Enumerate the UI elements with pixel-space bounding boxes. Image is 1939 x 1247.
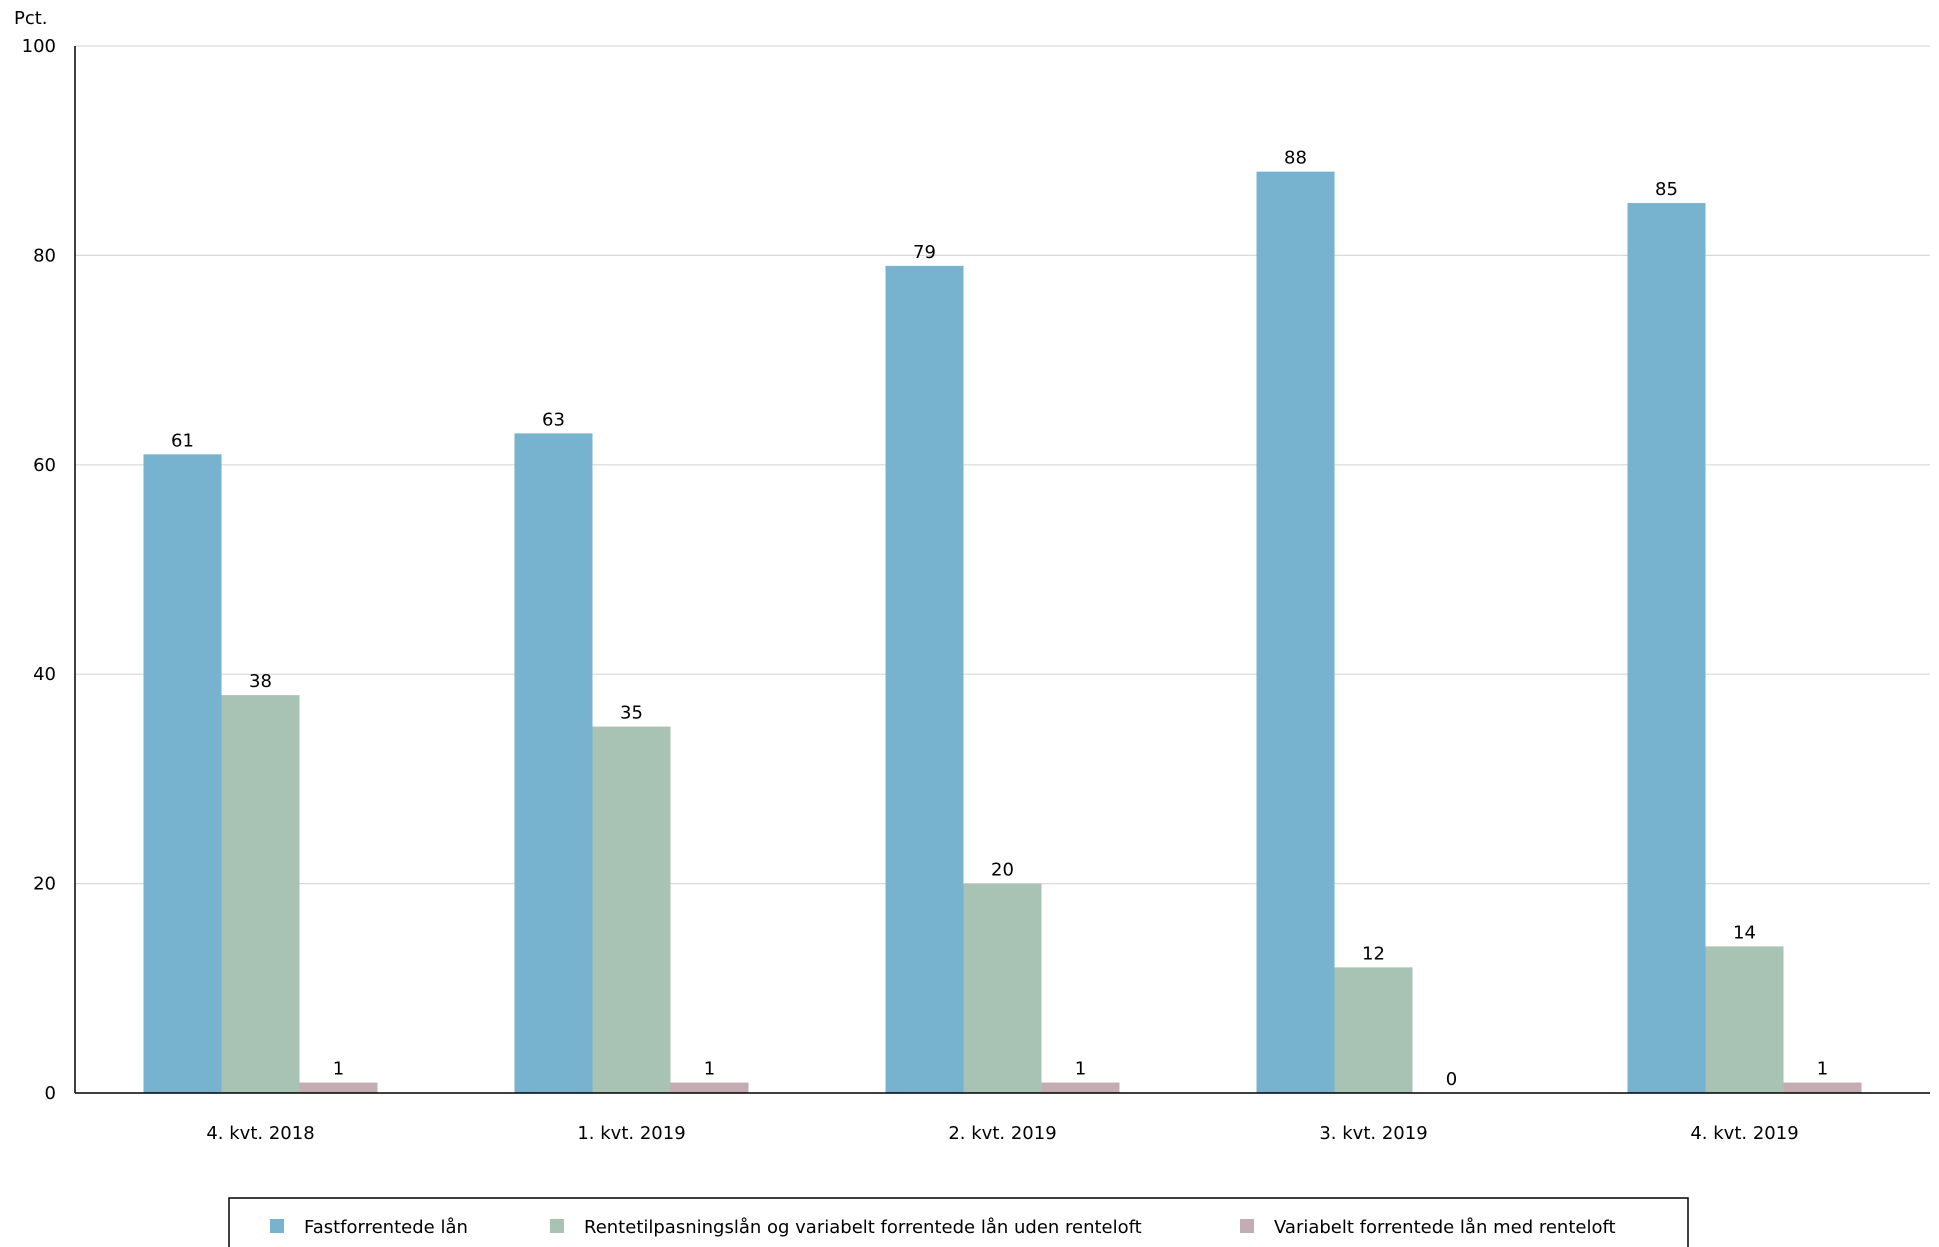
y-tick-label: 60 [33,455,56,476]
bar [299,1082,378,1093]
x-tick-label: 4. kvt. 2019 [1690,1123,1798,1144]
data-label: 14 [1733,922,1756,943]
y-unit-label: Pct. [14,8,48,29]
x-tick-label: 3. kvt. 2019 [1319,1123,1427,1144]
data-label: 38 [249,671,272,692]
data-label: 85 [1655,179,1678,200]
legend-box [228,1197,1689,1247]
y-axis-ticks: 0 20 40 60 80 100 [22,36,56,1104]
data-label: 20 [991,860,1014,881]
data-label: 1 [333,1059,344,1080]
legend: Fastforrentede lån Rentetilpasningslån og… [228,1197,1689,1247]
bar [885,265,964,1093]
y-tick-label: 100 [22,36,56,57]
legend-swatch [270,1219,284,1233]
data-label: 61 [171,430,194,451]
data-label: 79 [913,242,936,263]
y-tick-label: 80 [33,245,56,266]
legend-label: Variabelt forrentede lån med renteloft [1274,1217,1616,1238]
x-axis-ticks: 4. kvt. 2018 1. kvt. 2019 2. kvt. 2019 3. k… [206,1123,1798,1144]
legend-label: Fastforrentede lån [304,1217,468,1238]
data-label: 1 [1075,1059,1086,1080]
gridlines [75,45,1930,885]
bar [1334,967,1413,1093]
x-tick-label: 4. kvt. 2018 [206,1123,314,1144]
bar [1627,203,1706,1094]
data-labels: 61 38 1 63 35 1 79 20 1 88 12 0 85 14 1 [171,148,1828,1090]
bar [221,695,300,1093]
x-tick-label: 1. kvt. 2019 [577,1123,685,1144]
y-tick-label: 20 [33,874,56,895]
data-label: 88 [1284,148,1307,169]
legend-swatch [1240,1219,1254,1233]
bar [514,433,593,1093]
data-label: 1 [1817,1059,1828,1080]
bar [1783,1082,1862,1093]
bar [670,1082,749,1093]
data-label: 0 [1446,1069,1457,1090]
bar [1705,946,1784,1093]
data-label: 1 [704,1059,715,1080]
y-tick-label: 0 [45,1083,56,1104]
bar [1256,171,1335,1093]
bar [963,883,1042,1093]
bar [592,726,671,1093]
bar [1041,1082,1120,1093]
data-label: 63 [542,409,565,430]
legend-label: Rentetilpasningslån og variabelt forrent… [584,1217,1142,1238]
data-label: 12 [1362,943,1385,964]
data-label: 35 [620,703,643,724]
y-tick-label: 40 [33,664,56,685]
bar [143,454,222,1094]
x-tick-label: 2. kvt. 2019 [948,1123,1056,1144]
legend-swatch [550,1219,564,1233]
bars [143,171,1862,1094]
